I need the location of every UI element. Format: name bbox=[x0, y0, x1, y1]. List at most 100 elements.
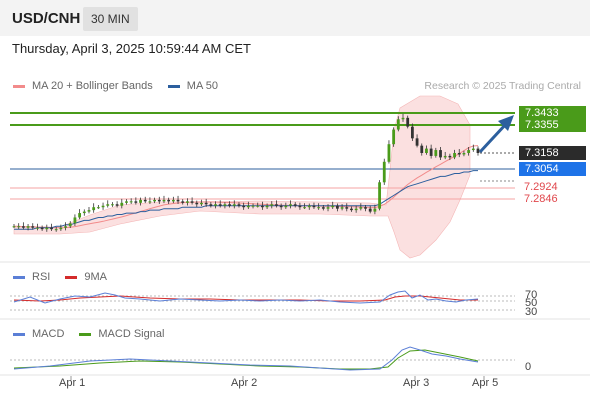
candle-body bbox=[246, 205, 250, 208]
candle-body bbox=[420, 145, 424, 153]
candle-body bbox=[45, 227, 49, 230]
x-label-apr3: Apr 3 bbox=[403, 377, 430, 389]
candle-body bbox=[467, 150, 471, 153]
candle-body bbox=[392, 129, 396, 145]
candle-body bbox=[321, 207, 325, 209]
candle-body bbox=[232, 204, 236, 206]
candle-body bbox=[111, 204, 114, 206]
candle-body bbox=[228, 204, 231, 206]
candle-body bbox=[317, 207, 321, 209]
chart-datetime: Thursday, April 3, 2025 10:59:44 AM CET bbox=[12, 41, 251, 56]
candle-body bbox=[256, 205, 260, 207]
candle-body bbox=[101, 205, 105, 208]
candle-body bbox=[359, 207, 363, 209]
candle-body bbox=[181, 201, 185, 203]
candle-body bbox=[64, 226, 67, 228]
candle-body bbox=[12, 226, 16, 228]
candle-body bbox=[396, 119, 400, 130]
candle-body bbox=[50, 227, 53, 230]
candle-body bbox=[439, 150, 442, 158]
legend-ma20: MA 20 + Bollinger Bands bbox=[32, 80, 153, 92]
candle-body bbox=[186, 201, 189, 203]
price-tag-support-1: 7.2924 bbox=[524, 181, 558, 193]
candle-body bbox=[312, 205, 316, 208]
macd-line bbox=[13, 346, 479, 371]
candle-body bbox=[289, 204, 292, 206]
candle-body bbox=[21, 226, 25, 228]
candle-body bbox=[354, 208, 358, 211]
ma50-line bbox=[14, 170, 478, 230]
candle-body bbox=[434, 150, 438, 156]
candle-body bbox=[242, 205, 246, 208]
candle-body bbox=[148, 201, 152, 203]
ma50-swatch bbox=[167, 84, 180, 88]
candle-body bbox=[162, 199, 166, 202]
candle-body bbox=[368, 208, 372, 212]
macd-signal-swatch bbox=[79, 332, 92, 336]
candle-body bbox=[293, 204, 297, 206]
macd-legend: MACD MACD Signal bbox=[13, 328, 179, 340]
candle-body bbox=[139, 199, 142, 203]
candle-body bbox=[462, 152, 466, 155]
candle-body bbox=[218, 204, 222, 206]
candle-body bbox=[443, 155, 447, 158]
candle-body bbox=[410, 126, 414, 139]
legend-macd-signal: MACD Signal bbox=[98, 328, 165, 340]
candle-body bbox=[476, 148, 480, 153]
candle-body bbox=[96, 207, 100, 209]
rsi-level-70: 70 bbox=[525, 289, 538, 301]
candle-body bbox=[17, 226, 21, 228]
candle-body bbox=[457, 152, 461, 155]
price-tag-support-2: 7.2846 bbox=[524, 193, 558, 205]
credit-text: Research © 2025 Trading Central bbox=[424, 80, 581, 92]
candle-body bbox=[223, 204, 227, 206]
price-tag-pivot: 7.3054 bbox=[519, 162, 586, 176]
candle-body bbox=[298, 205, 302, 208]
candle-body bbox=[303, 207, 306, 209]
price-tag-last: 7.3158 bbox=[519, 146, 586, 160]
bollinger-band-range bbox=[13, 95, 471, 259]
candle-body bbox=[214, 204, 217, 206]
x-label-apr2: Apr 2 bbox=[231, 377, 258, 389]
candle-body bbox=[350, 208, 353, 211]
rsi-level-50: 50 bbox=[525, 297, 538, 309]
candle-body bbox=[134, 201, 138, 203]
candle-body bbox=[331, 205, 335, 208]
candle-body bbox=[429, 148, 433, 156]
candle-body bbox=[378, 182, 381, 209]
interval-button[interactable]: 30 MIN bbox=[83, 7, 138, 31]
price-tag-resistance-2: 7.3355 bbox=[519, 118, 586, 132]
rsi-swatch bbox=[13, 275, 25, 279]
candle-body bbox=[307, 205, 311, 208]
candle-body bbox=[237, 204, 241, 206]
candle-body bbox=[157, 199, 161, 202]
candles bbox=[12, 113, 480, 232]
candle-body bbox=[471, 148, 475, 151]
candle-body bbox=[453, 152, 456, 158]
candle-body bbox=[31, 226, 35, 228]
candle-body bbox=[364, 207, 367, 209]
x-label-apr5: Apr 5 bbox=[472, 377, 499, 389]
candle-body bbox=[448, 155, 452, 158]
rsi-legend: RSI 9MA bbox=[13, 271, 122, 283]
candle-body bbox=[190, 201, 194, 203]
candle-body bbox=[387, 144, 391, 162]
candle-body bbox=[59, 227, 63, 230]
candle-body bbox=[406, 117, 410, 127]
legend-9ma: 9MA bbox=[84, 271, 107, 283]
candle-body bbox=[265, 205, 269, 208]
candle-body bbox=[115, 204, 119, 206]
candle-body bbox=[279, 205, 283, 208]
candle-body bbox=[270, 204, 274, 206]
candle-body bbox=[335, 205, 339, 209]
candle-body bbox=[92, 207, 96, 211]
candle-body bbox=[36, 227, 39, 229]
candle-body bbox=[125, 201, 128, 203]
macd-level-0: 0 bbox=[525, 361, 532, 373]
candle-body bbox=[425, 148, 428, 153]
ma20-swatch bbox=[13, 84, 25, 88]
candle-body bbox=[401, 117, 405, 120]
x-label-apr1: Apr 1 bbox=[59, 377, 86, 389]
symbol-label: USD/CNH bbox=[12, 10, 81, 27]
candle-body bbox=[326, 207, 330, 209]
